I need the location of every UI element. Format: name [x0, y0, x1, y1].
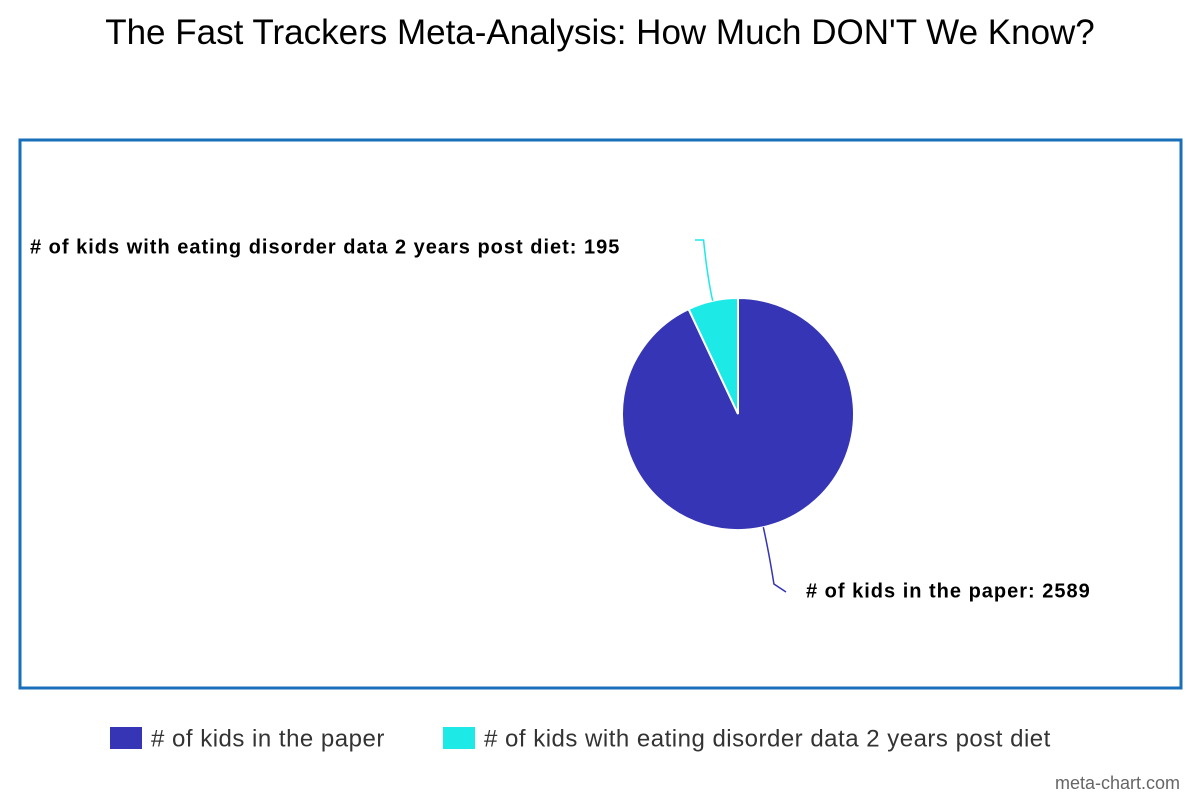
legend-swatch — [110, 727, 142, 749]
data-label: # of kids in the paper: 2589 — [806, 580, 1091, 602]
leader-line — [762, 527, 787, 593]
legend-label: # of kids in the paper — [151, 725, 385, 752]
leader-line — [695, 239, 714, 301]
legend-swatch — [443, 727, 475, 749]
plot-border — [18, 138, 1183, 690]
data-label: # of kids with eating disorder data 2 ye… — [30, 236, 620, 258]
title-box: The Fast Trackers Meta-Analysis: How Muc… — [105, 13, 1095, 52]
chart-title: The Fast Trackers Meta-Analysis: How Muc… — [105, 13, 1095, 52]
legend-label: # of kids with eating disorder data 2 ye… — [484, 725, 1051, 752]
credit: meta-chart.com — [1055, 773, 1180, 793]
